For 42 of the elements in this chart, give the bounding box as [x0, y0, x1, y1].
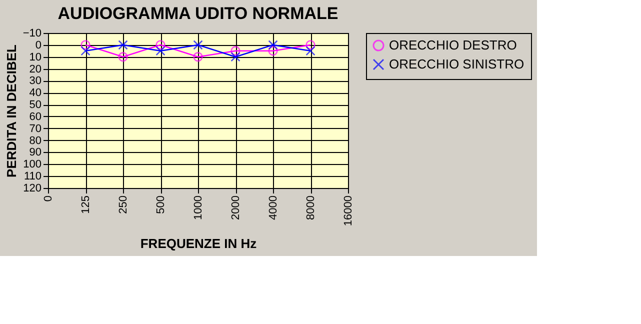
point	[306, 40, 316, 50]
y-tick-label: 30	[29, 75, 42, 88]
x-tick-label: 250	[118, 196, 130, 214]
y-tick-label: 100	[23, 158, 42, 171]
x-tick-label: 8000	[305, 196, 317, 220]
y-tick-label: 70	[29, 122, 42, 135]
y-tick-label: 60	[29, 110, 42, 123]
y-tick-label: 80	[29, 134, 42, 147]
point	[306, 46, 316, 56]
legend-label: ORECCHIO SINISTRO	[389, 56, 524, 72]
legend-label: ORECCHIO DESTRO	[389, 38, 517, 52]
y-tick-label: 40	[29, 87, 42, 100]
x-tick-label: 16000	[342, 196, 354, 226]
x-tick-label: 2000	[230, 196, 242, 220]
y-axis-title: PERDITA IN DECIBEL	[4, 44, 19, 178]
y-tick-label: 10	[29, 51, 42, 64]
point	[268, 40, 278, 50]
point	[118, 40, 128, 50]
point	[268, 46, 278, 56]
y-tick-label: 120	[23, 182, 42, 194]
y-tick-label: 20	[29, 63, 42, 76]
point	[80, 40, 90, 50]
point	[80, 46, 90, 56]
point	[230, 52, 240, 62]
point	[193, 40, 203, 50]
point	[156, 40, 166, 50]
x-tick-label: 125	[80, 196, 92, 214]
x-tick-label: 4000	[268, 196, 280, 220]
x-axis-title: FREQUENZE IN Hz	[140, 236, 258, 252]
point	[156, 46, 166, 56]
x-tick-label: 0	[42, 196, 54, 202]
x-tick-label: 1000	[192, 196, 204, 220]
y-tick-label: 90	[29, 146, 42, 159]
point	[193, 52, 203, 62]
point	[230, 46, 240, 56]
y-tick-label: 50	[29, 99, 42, 112]
x-tick-label: 500	[155, 196, 167, 214]
y-tick-label: −10	[22, 28, 42, 40]
point	[118, 52, 128, 62]
chart-title: AUDIOGRAMMA UDITO NORMALE	[58, 4, 338, 23]
y-tick-label: 0	[35, 39, 42, 52]
y-tick-label: 110	[24, 170, 42, 183]
